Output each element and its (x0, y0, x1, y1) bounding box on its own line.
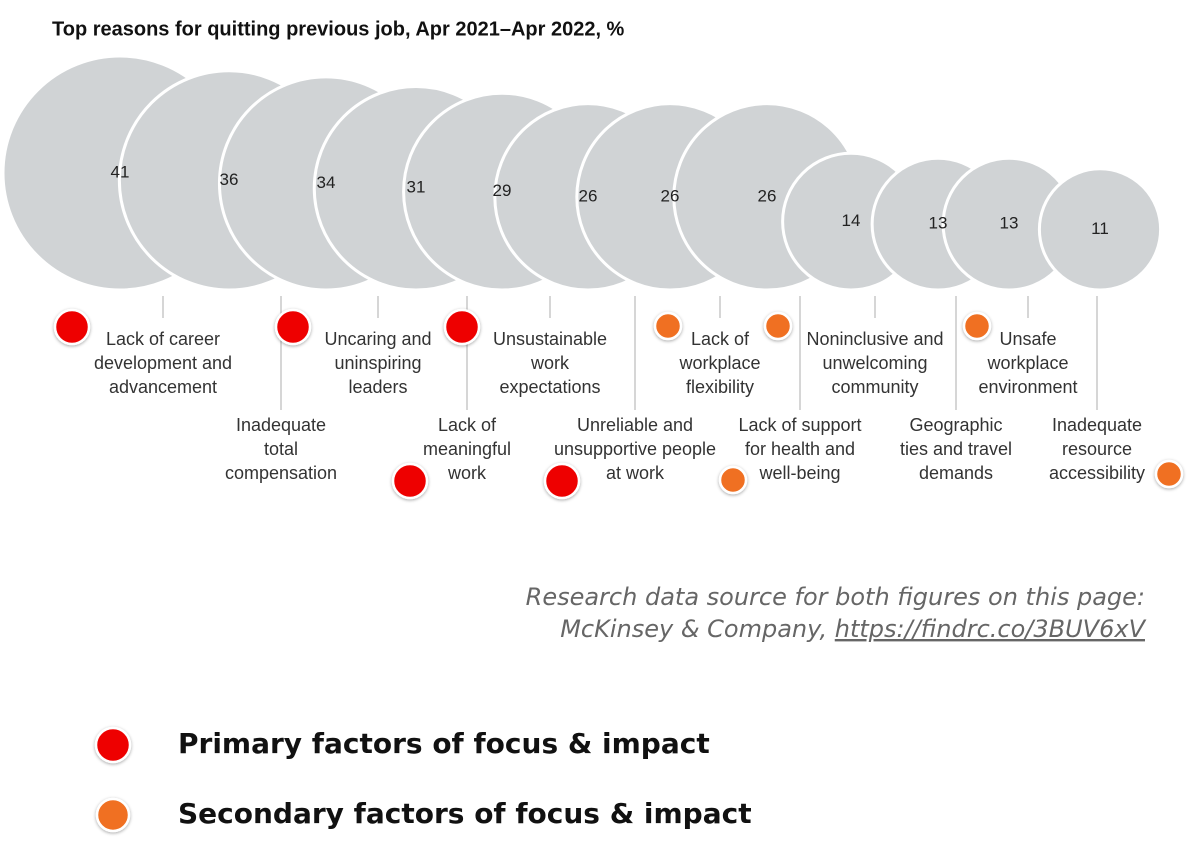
legend-marker (95, 797, 131, 833)
value-label: 31 (407, 178, 426, 197)
value-label: 13 (1000, 214, 1019, 233)
category-label: uninspiring (334, 353, 421, 373)
category-label: flexibility (686, 377, 754, 397)
value-label: 26 (758, 186, 777, 205)
value-label: 13 (929, 214, 948, 233)
value-label: 26 (661, 186, 680, 205)
value-label: 14 (842, 211, 861, 230)
factor-marker (274, 308, 312, 346)
category-label: demands (919, 463, 993, 483)
category-label: Lack of (438, 415, 497, 435)
category-label: development and (94, 353, 232, 373)
category-label: total (264, 439, 298, 459)
source-text: Research data source for both figures on… (526, 583, 1145, 611)
factor-marker (718, 465, 748, 495)
category-label: well-being (758, 463, 840, 483)
value-label: 29 (493, 181, 512, 200)
category-label: unsupportive people (554, 439, 716, 459)
value-label: 34 (317, 173, 336, 192)
category-label: work (530, 353, 570, 373)
legend-marker (94, 726, 132, 764)
category-label: Lack of career (106, 329, 220, 349)
source-text: McKinsey & Company, https://findrc.co/3B… (560, 615, 1146, 643)
value-label: 41 (111, 162, 130, 181)
category-label: compensation (225, 463, 337, 483)
value-label: 11 (1091, 219, 1109, 238)
factor-marker (763, 311, 793, 341)
category-label: resource (1062, 439, 1132, 459)
factor-marker (53, 308, 91, 346)
source-org: McKinsey & Company, (560, 615, 835, 643)
category-label: meaningful (423, 439, 511, 459)
value-label: 26 (579, 186, 598, 205)
category-label: ties and travel (900, 439, 1012, 459)
category-label: Uncaring and (324, 329, 431, 349)
category-label: workplace (986, 353, 1068, 373)
category-label: advancement (109, 377, 217, 397)
factor-marker (962, 311, 992, 341)
factor-marker (391, 462, 429, 500)
category-label: environment (978, 377, 1077, 397)
category-label: Inadequate (236, 415, 326, 435)
category-label: Noninclusive and (806, 329, 943, 349)
category-label: Inadequate (1052, 415, 1142, 435)
source-link[interactable]: https://findrc.co/3BUV6xV (835, 615, 1147, 643)
factor-marker (443, 308, 481, 346)
factor-marker (653, 311, 683, 341)
category-label: Unsustainable (493, 329, 607, 349)
category-label: accessibility (1049, 463, 1145, 483)
category-label: leaders (348, 377, 407, 397)
category-label: for health and (745, 439, 855, 459)
bubble (1037, 167, 1163, 292)
category-label: Lack of support (738, 415, 861, 435)
category-label: at work (606, 463, 665, 483)
category-label: expectations (499, 377, 600, 397)
value-label: 36 (220, 170, 239, 189)
chart-title: Top reasons for quitting previous job, A… (52, 18, 625, 40)
factor-marker (1154, 459, 1184, 489)
category-label: work (447, 463, 487, 483)
category-label: Unreliable and (577, 415, 693, 435)
category-label: Lack of (691, 329, 750, 349)
category-label: Unsafe (999, 329, 1056, 349)
category-label: unwelcoming (822, 353, 927, 373)
legend-label: Primary factors of focus & impact (178, 727, 710, 760)
category-label: Geographic (909, 415, 1002, 435)
legend-label: Secondary factors of focus & impact (178, 797, 752, 830)
bubbles (1, 54, 1163, 292)
category-label: community (831, 377, 918, 397)
category-label: workplace (678, 353, 760, 373)
factor-marker (543, 462, 581, 500)
